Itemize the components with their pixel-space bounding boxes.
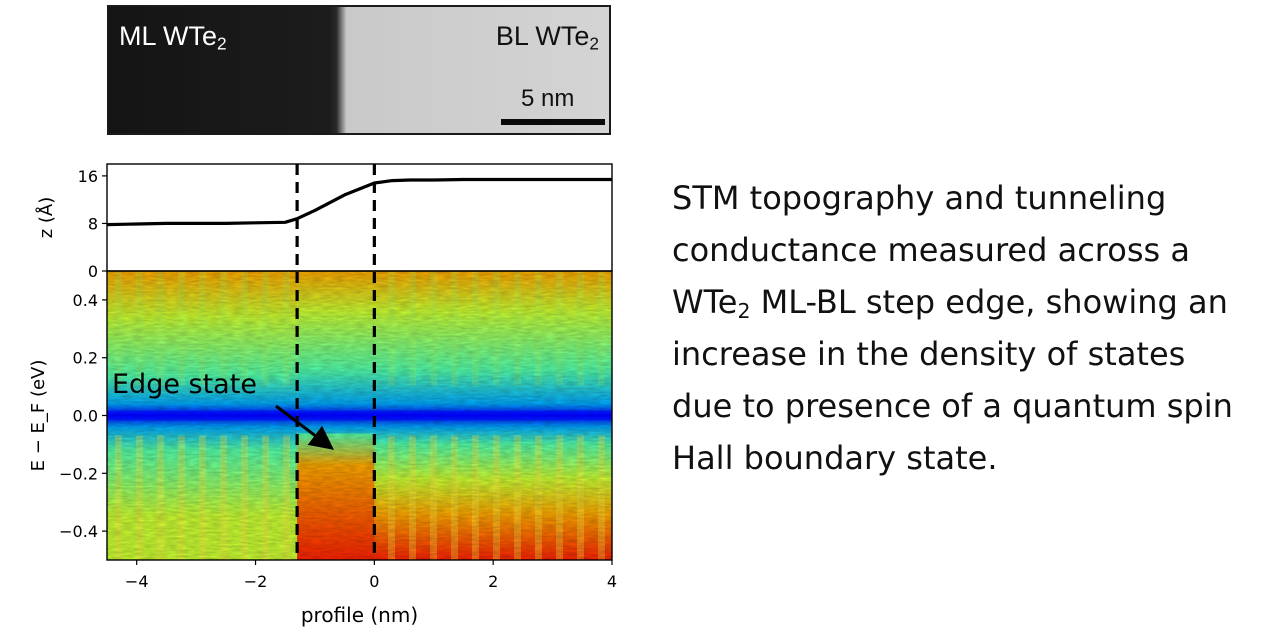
z-axis-label: z (Å) xyxy=(35,197,57,239)
y-tick-label: 0.2 xyxy=(73,349,98,368)
scale-bar xyxy=(501,119,605,125)
caption-line: Hall boundary state. xyxy=(672,439,998,477)
x-axis-label: profile (nm) xyxy=(301,603,418,627)
dos-heatmap xyxy=(107,271,612,560)
profile-frame xyxy=(106,163,613,272)
y-tick-label: −0.2 xyxy=(59,464,98,483)
caption-line: WTe2 ML-BL step edge, showing an xyxy=(672,283,1228,324)
caption-line: increase in the density of states xyxy=(672,335,1186,373)
x-tick-label: 0 xyxy=(369,572,379,591)
y-tick-label: −0.4 xyxy=(59,522,98,541)
caption-line: STM topography and tunneling xyxy=(672,179,1167,217)
height-profile-panel xyxy=(106,163,613,272)
x-tick-label: 4 xyxy=(607,572,617,591)
fermi-level-band xyxy=(107,410,612,421)
chart-axes: 0 8 16 −0.4 −0.2 0.0 0.2 0.4 −4 −2 0 2 4 profile (nm)… xyxy=(28,164,617,627)
y-tick-label: 0 xyxy=(88,262,98,281)
stm-topography-image: ML WTe2 BL WTe2 5 nm xyxy=(107,5,611,135)
y-tick-label: 8 xyxy=(88,214,98,233)
scale-bar-label: 5 nm xyxy=(521,85,575,112)
edge-state-label: Edge state xyxy=(112,369,257,400)
edge-state-arrow xyxy=(275,404,335,450)
bl-wte2-label: BL WTe2 xyxy=(495,21,599,54)
x-tick-label: −4 xyxy=(125,572,149,591)
ml-wte2-label: ML WTe2 xyxy=(119,21,227,54)
y-tick-label: 0.0 xyxy=(73,407,98,426)
energy-axis-label: E − E_F (eV) xyxy=(28,360,49,472)
y-tick-label: 0.4 xyxy=(73,291,98,310)
caption-line: conductance measured across a xyxy=(672,231,1190,269)
height-profile-line xyxy=(106,177,612,227)
edge-state-annotation: Edge state xyxy=(112,369,335,450)
x-tick-label: −2 xyxy=(244,572,268,591)
stm-spectroscopy-chart: 0 8 16 −0.4 −0.2 0.0 0.2 0.4 −4 −2 0 2 4 profile (nm)… xyxy=(28,163,617,627)
caption-line: due to presence of a quantum spin xyxy=(672,387,1233,425)
x-tick-label: 2 xyxy=(488,572,498,591)
caption: STM topography and tunneling conductance … xyxy=(672,172,1272,484)
y-tick-label: 16 xyxy=(78,167,98,186)
